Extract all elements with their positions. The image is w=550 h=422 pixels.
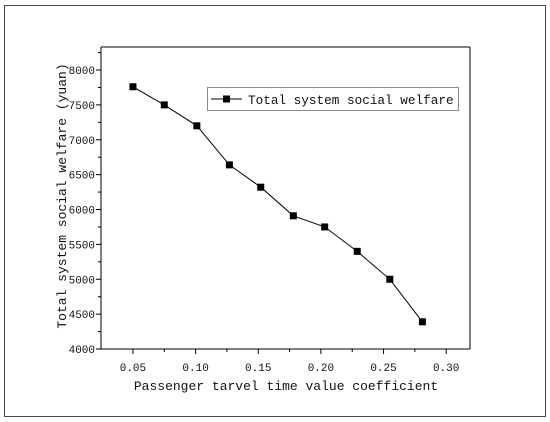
x-axis-label: Passenger tarvel time value coefficient	[134, 379, 438, 394]
legend-box	[207, 87, 459, 111]
x-tick-label: 0.25	[370, 363, 396, 375]
y-tick-label: 7000	[69, 136, 95, 148]
y-tick-label: 5500	[69, 240, 95, 252]
data-point	[321, 223, 329, 231]
legend-entry-label: Total system social welfare	[248, 93, 454, 108]
data-point	[129, 83, 137, 91]
x-tick-label: 0.30	[433, 363, 459, 375]
x-tick-label: 0.10	[182, 363, 208, 375]
legend-square-marker	[223, 95, 230, 103]
data-point	[386, 275, 394, 283]
x-tick-label: 0.15	[245, 363, 271, 375]
y-tick-label: 4500	[69, 310, 95, 322]
data-point	[418, 318, 426, 326]
legend: Total system social welfare	[207, 87, 459, 111]
data-point	[257, 183, 265, 191]
y-tick-label: 4000	[69, 345, 95, 357]
y-axis-label: Total system social welfare (yuan)	[55, 63, 70, 328]
series-line	[132, 86, 423, 323]
y-tick-label: 8000	[69, 66, 95, 78]
figure-border	[4, 5, 546, 417]
y-tick-label: 7500	[69, 101, 95, 113]
data-point	[193, 122, 201, 130]
x-tick-label: 0.05	[120, 363, 146, 375]
data-point	[353, 247, 361, 255]
x-tick-label: 0.20	[308, 363, 334, 375]
data-point	[225, 161, 233, 169]
plot-area: 0.05 0.10 0.15 0.20 0.25 0.30 4000 4500 5000 5500…	[69, 46, 471, 375]
y-tick-label: 5000	[69, 275, 95, 287]
data-point	[160, 101, 168, 109]
y-tick-label: 6500	[69, 171, 95, 183]
data-point	[289, 212, 297, 220]
y-tick-label: 6000	[69, 206, 95, 218]
